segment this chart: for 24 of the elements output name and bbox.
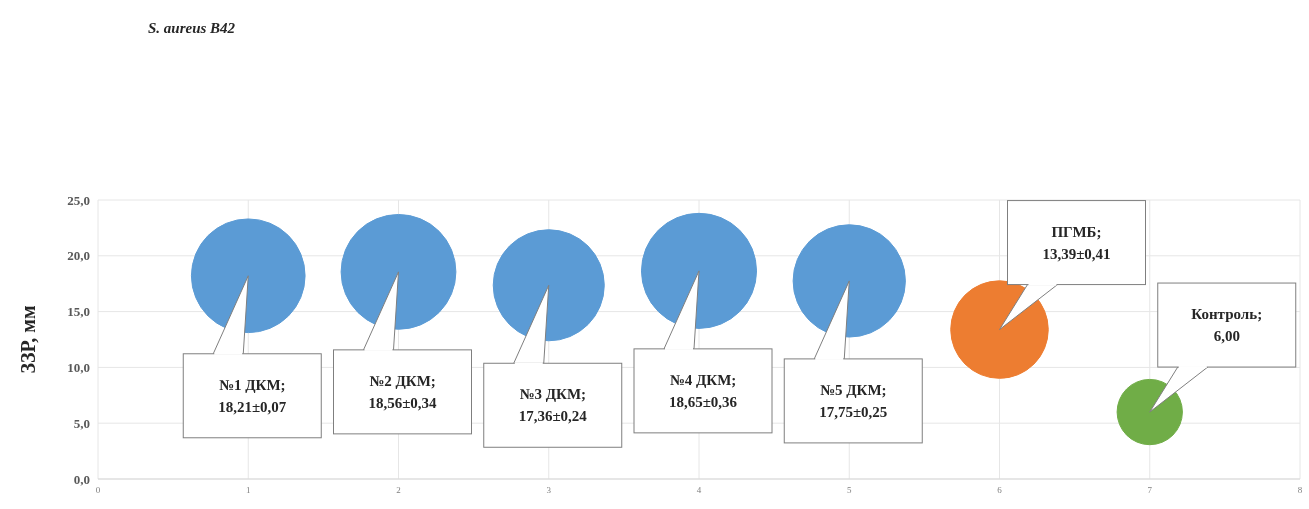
- x-tick-label: 8: [1297, 485, 1303, 496]
- y-tick-label: 20,0: [67, 248, 90, 264]
- x-tick-label: 7: [1147, 485, 1153, 496]
- y-axis-title: ЗЗР, мм: [17, 305, 40, 374]
- chart-title: S. aureus B42: [148, 20, 236, 37]
- data-label: Контроль; 6,00: [1191, 306, 1263, 345]
- y-tick-label: 15,0: [67, 304, 90, 320]
- y-tick-label: 10,0: [67, 360, 90, 376]
- data-label: ПГМБ; 13,39±0,41: [1042, 223, 1111, 262]
- x-tick-label: 0: [95, 485, 101, 496]
- y-tick-label: 0,0: [73, 471, 90, 487]
- data-label: №2 ДКМ; 18,56±0,34: [368, 372, 438, 411]
- data-label: №3 ДКМ; 17,36±0,24: [518, 386, 588, 425]
- x-tick-label: 2: [396, 485, 401, 496]
- y-tick-label: 5,0: [73, 415, 90, 431]
- data-label: №1 ДКМ; 18,21±0,07: [218, 376, 287, 415]
- data-label: №5 ДКМ; 17,75±0,25: [819, 381, 888, 420]
- data-label: №4 ДКМ; 18,65±0,36: [668, 371, 738, 410]
- x-tick-label: 3: [546, 485, 552, 496]
- x-tick-label: 6: [997, 485, 1003, 496]
- x-tick-label: 4: [696, 485, 702, 496]
- x-tick-label: 5: [847, 485, 852, 496]
- y-tick-label: 25,0: [67, 192, 90, 208]
- x-tick-label: 1: [246, 485, 251, 496]
